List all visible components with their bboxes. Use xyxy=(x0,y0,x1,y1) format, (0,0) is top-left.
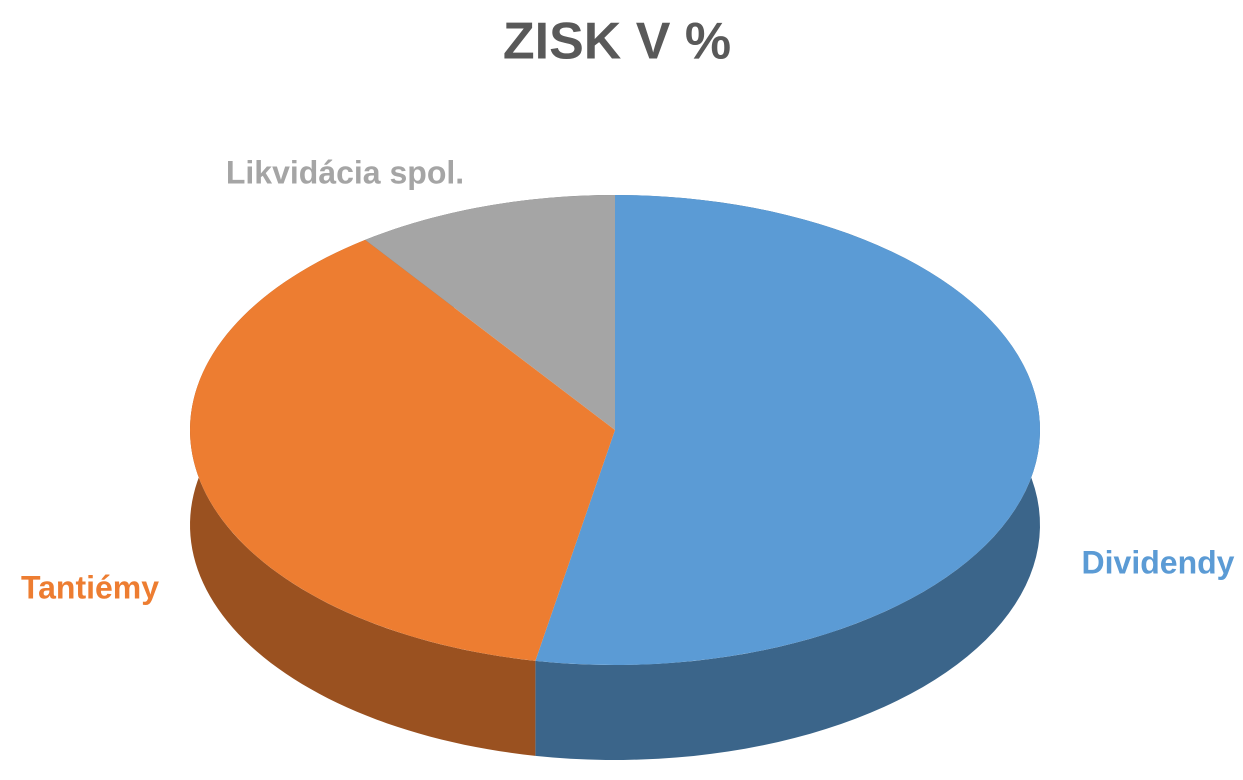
chart-title: ZISK V % xyxy=(503,13,731,71)
slice xyxy=(189,239,615,661)
slice-label: Tantiémy xyxy=(21,569,159,605)
slice xyxy=(365,195,615,430)
slice-label: Dividendy xyxy=(1082,544,1235,580)
slice-label: Likvidácia spol. xyxy=(226,154,464,190)
slice xyxy=(535,195,1041,666)
